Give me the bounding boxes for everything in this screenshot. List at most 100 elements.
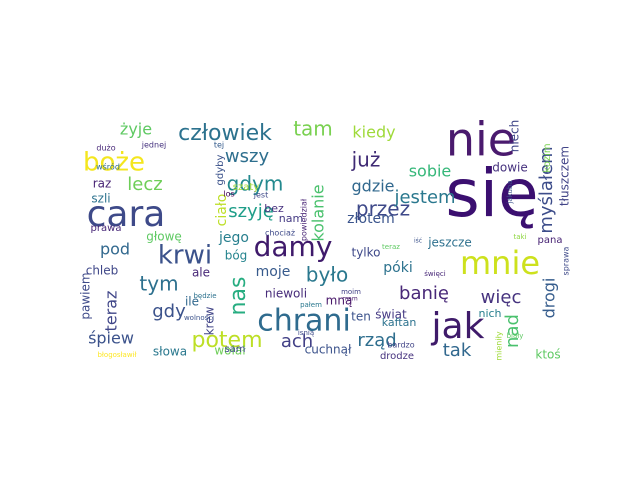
word-25: sobie — [409, 162, 452, 181]
word-83: chociaż — [265, 229, 295, 238]
word-5: chrani — [257, 304, 351, 339]
word-52: mną — [326, 294, 353, 308]
word-98: biały — [507, 332, 524, 340]
word-1: nie — [446, 113, 516, 167]
word-2: cara — [87, 194, 166, 235]
word-61: cuchnął — [305, 343, 352, 357]
word-9: człowiek — [178, 121, 272, 146]
word-87: pałem — [300, 301, 322, 309]
word-92: wolności — [184, 314, 214, 322]
word-97: sprawa — [562, 246, 571, 275]
word-31: banię — [399, 283, 449, 304]
word-47: dowie — [492, 161, 528, 175]
word-74: nam — [279, 212, 303, 225]
word-72: szli — [91, 192, 110, 206]
word-16: potem — [191, 328, 262, 353]
word-20: gdym — [227, 172, 284, 196]
word-53: ten — [351, 310, 371, 324]
word-78: jest — [253, 191, 268, 200]
word-51: niewoli — [265, 287, 307, 301]
word-24: żyje — [120, 120, 152, 139]
word-73: bez — [264, 202, 284, 215]
word-0: się — [445, 155, 538, 232]
word-96: mieniły — [495, 331, 504, 361]
word-81: wśród — [96, 162, 120, 172]
word-10: tam — [293, 117, 333, 141]
word-3: mnie — [460, 244, 540, 282]
word-79: dużo — [96, 144, 115, 153]
word-13: myślałem — [536, 146, 557, 233]
word-29: kiedy — [352, 123, 395, 142]
word-64: ale — [192, 266, 210, 280]
word-15: nas — [226, 277, 251, 316]
word-48: pana — [538, 235, 563, 246]
word-46: tłuszczem — [558, 146, 572, 206]
word-59: słowa — [153, 345, 187, 359]
word-42: póki — [383, 260, 412, 276]
word-8: boże — [83, 148, 145, 178]
word-49: jeszcze — [427, 236, 472, 250]
word-35: nad — [502, 314, 523, 348]
word-67: pawiem — [79, 272, 93, 319]
word-100: iść — [414, 238, 422, 245]
word-99: błogosławił — [97, 351, 136, 359]
word-95: moim — [341, 288, 361, 296]
word-32: więc — [481, 287, 522, 308]
word-33: rząd — [357, 330, 396, 351]
word-86: jakuba — [506, 180, 514, 204]
word-90: święci — [424, 270, 445, 278]
word-77: los — [223, 190, 234, 199]
word-12: przez — [356, 197, 410, 221]
word-27: gdzie — [352, 177, 395, 196]
word-17: było — [306, 263, 348, 287]
word-69: głowę — [146, 230, 182, 244]
word-21: szyję — [228, 201, 274, 222]
word-45: kozim — [542, 143, 553, 172]
word-76: gdyby — [215, 154, 226, 185]
word-22: lecz — [127, 174, 162, 195]
word-93: będzie — [193, 292, 216, 300]
word-14: kolanie — [309, 184, 328, 241]
word-94: isnią — [298, 329, 314, 337]
word-71: raz — [93, 177, 112, 191]
word-44: niech — [508, 120, 522, 153]
word-7: krwi — [158, 241, 212, 271]
word-30: ach — [281, 331, 313, 352]
word-70: prawa — [91, 223, 122, 234]
word-58: krew — [203, 306, 217, 335]
word-40: jego — [218, 230, 249, 246]
word-66: ile — [185, 295, 199, 309]
word-80: jednej — [141, 141, 166, 150]
word-26: jestem — [393, 187, 455, 208]
word-4: jak — [431, 306, 485, 347]
word-75: szaty — [233, 182, 260, 193]
word-89: teraz — [382, 243, 400, 251]
word-63: sam — [224, 344, 245, 355]
word-85: bardzo — [387, 341, 414, 350]
word-38: śpiew — [88, 329, 134, 348]
word-36: drogi — [540, 278, 559, 319]
word-18: tym — [139, 272, 178, 296]
word-68: chleb — [86, 264, 119, 278]
word-65: bóg — [225, 249, 248, 263]
word-57: ktoś — [535, 348, 560, 362]
word-56: nich — [478, 307, 501, 320]
word-91: mam — [342, 296, 358, 303]
word-55: kaftan — [382, 316, 417, 329]
word-62: drodze — [380, 351, 414, 362]
word-23: wszy — [225, 146, 270, 167]
word-11: już — [351, 148, 381, 172]
word-37: teraz — [102, 291, 121, 332]
word-28: złotem — [347, 211, 395, 227]
word-41: moje — [256, 264, 291, 280]
word-39: pod — [100, 240, 130, 259]
word-43: ciało — [214, 194, 230, 227]
word-84: powiedział — [300, 198, 309, 241]
word-19: gdy — [152, 301, 186, 322]
word-82: tej — [214, 141, 224, 150]
word-54: świat — [375, 308, 407, 322]
word-60: wołał — [214, 344, 246, 358]
word-6: damy — [254, 230, 333, 263]
word-88: taki — [513, 233, 526, 241]
